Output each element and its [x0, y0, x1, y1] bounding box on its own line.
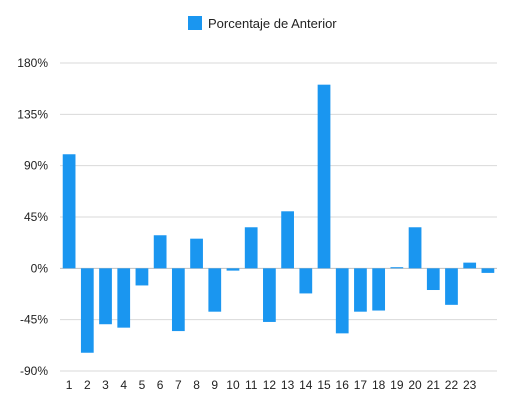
y-axis-labels: 180% 135% 90% 45% 0% -45% -90%: [17, 56, 48, 378]
x-tick-label-19: 19: [390, 378, 404, 392]
bar-20: [408, 227, 422, 269]
x-tick-label-10: 10: [226, 378, 240, 392]
bar-8: [190, 238, 203, 269]
bars-layer: [62, 84, 495, 353]
x-tick-label-6: 6: [157, 378, 164, 392]
x-tick-label-20: 20: [408, 378, 422, 392]
bar-2: [80, 268, 94, 353]
bar-24: [481, 268, 495, 273]
bar-15: [317, 84, 331, 269]
bar-16: [335, 268, 349, 334]
x-tick-label-23: 23: [463, 378, 477, 392]
legend-swatch: [188, 16, 202, 30]
bar-5: [135, 268, 149, 286]
y-tick-label-3: 45%: [24, 210, 48, 224]
x-tick-label-14: 14: [299, 378, 313, 392]
y-tick-label-0: 180%: [17, 56, 48, 70]
bar-21: [426, 268, 440, 291]
bar-17: [354, 268, 367, 312]
y-tick-label-6: -90%: [20, 364, 48, 378]
bar-22: [445, 268, 458, 305]
bar-6: [153, 235, 167, 269]
y-tick-label-5: -45%: [20, 313, 48, 327]
bar-3: [99, 268, 112, 325]
bar-19: [390, 267, 404, 269]
grid-layer: [60, 62, 497, 372]
y-tick-label-1: 135%: [17, 107, 48, 121]
y-tick-label-4: 0%: [31, 261, 49, 275]
bar-12: [263, 268, 276, 322]
bar-18: [372, 268, 386, 311]
bar-9: [208, 268, 222, 312]
bar-13: [281, 211, 294, 269]
x-tick-label-7: 7: [175, 378, 182, 392]
x-axis-labels: 1 2 3 4 5 6 7 8 9 10 11 12 13 14 15 16 17 18 19 20 21 22 23: [66, 378, 477, 392]
x-tick-label-3: 3: [102, 378, 109, 392]
x-tick-label-1: 1: [66, 378, 73, 392]
x-tick-label-21: 21: [427, 378, 441, 392]
x-tick-label-2: 2: [84, 378, 91, 392]
bar-14: [299, 268, 313, 294]
bar-7: [171, 268, 185, 332]
x-tick-label-12: 12: [263, 378, 277, 392]
legend: Porcentaje de Anterior: [188, 16, 337, 31]
x-tick-label-8: 8: [193, 378, 200, 392]
bar-11: [244, 227, 258, 269]
x-tick-label-16: 16: [336, 378, 350, 392]
x-tick-label-22: 22: [445, 378, 459, 392]
x-tick-label-13: 13: [281, 378, 295, 392]
x-tick-label-18: 18: [372, 378, 386, 392]
x-tick-label-15: 15: [317, 378, 331, 392]
x-tick-label-5: 5: [139, 378, 146, 392]
legend-label: Porcentaje de Anterior: [208, 16, 337, 31]
x-tick-label-11: 11: [245, 378, 258, 392]
bar-1: [62, 154, 76, 269]
x-tick-label-17: 17: [354, 378, 368, 392]
bar-4: [117, 268, 131, 328]
bar-10: [226, 268, 240, 271]
x-tick-label-9: 9: [211, 378, 218, 392]
bar-23: [463, 262, 477, 269]
y-tick-label-2: 90%: [24, 159, 48, 173]
x-tick-label-4: 4: [120, 378, 127, 392]
